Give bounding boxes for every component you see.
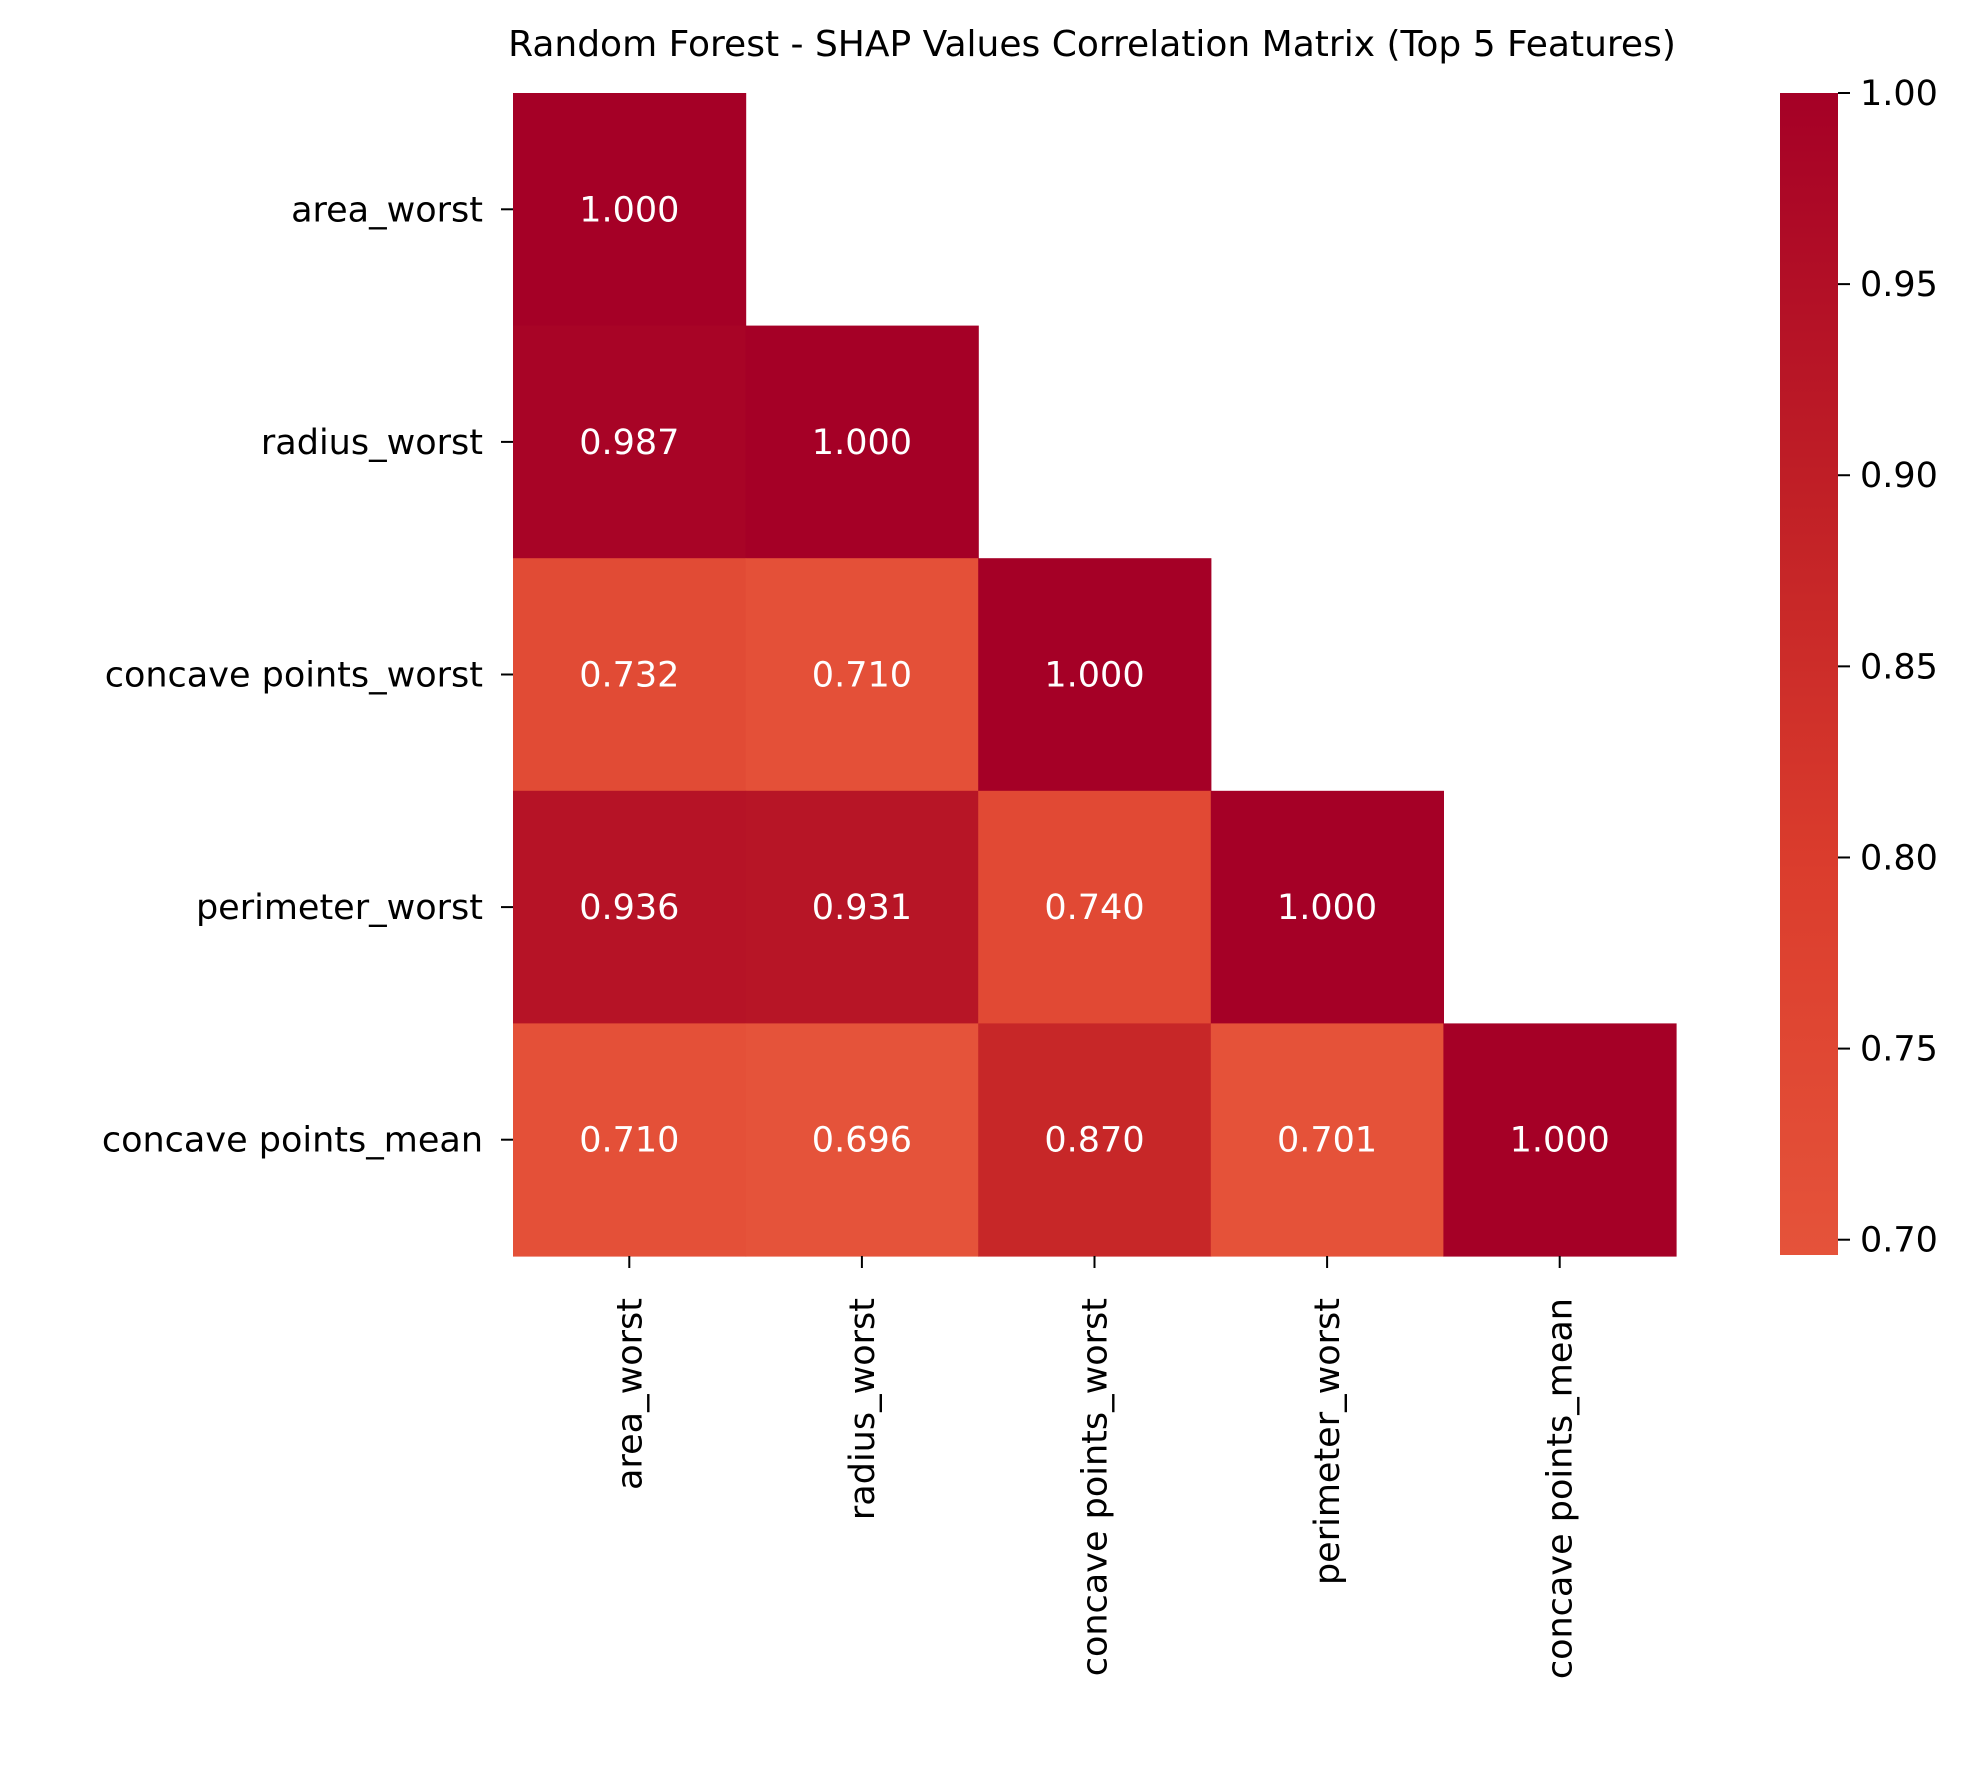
heatmap-cell-label-r0-c0: 1.000 — [579, 190, 679, 230]
heatmap-cell-label-r3-c0: 0.936 — [579, 888, 679, 928]
colorbar-tick-label-3: 0.85 — [1860, 647, 1938, 687]
heatmap-cell-r3-c3 — [1210, 790, 1444, 1024]
colorbar-tick-label-2: 0.80 — [1860, 838, 1938, 878]
y-axis-tick-label-3: perimeter_worst — [196, 888, 483, 928]
y-axis-tick-label-1: radius_worst — [261, 423, 483, 463]
colorbar-tick-label-1: 0.75 — [1860, 1030, 1938, 1070]
x-axis-tick-label-0: area_worst — [610, 1298, 650, 1490]
x-axis-tick-label-4: concave points_mean — [1541, 1298, 1581, 1679]
heatmap-cell-r3-c1 — [745, 790, 979, 1024]
heatmap-cell-label-r4-c3: 0.701 — [1277, 1121, 1377, 1161]
heatmap-cell-r2-c1 — [745, 558, 979, 792]
x-axis-tick-label-3: perimeter_worst — [1308, 1298, 1348, 1585]
colorbar: 0.70 0.75 0.80 0.85 0.90 0.95 1.00 — [1780, 74, 1938, 1261]
colorbar-tick-label-4: 0.90 — [1860, 456, 1938, 496]
heatmap-cell-label-r3-c2: 0.740 — [1044, 888, 1144, 928]
x-axis-tick-label-2: concave points_worst — [1076, 1298, 1116, 1676]
heatmap-cell-label-r4-c2: 0.870 — [1044, 1121, 1144, 1161]
heatmap-cell-r1-c0 — [513, 325, 747, 559]
chart-title: Random Forest - SHAP Values Correlation … — [508, 24, 1676, 65]
heatmap-cell-r2-c0 — [513, 558, 747, 792]
heatmap-cell-r4-c2 — [978, 1023, 1212, 1257]
heatmap-cell-label-r2-c2: 1.000 — [1044, 656, 1144, 696]
heatmap-cell-r4-c1 — [745, 1023, 979, 1257]
heatmap-cell-label-r2-c1: 0.710 — [812, 656, 912, 696]
heatmap-cell-r0-c0 — [513, 93, 747, 327]
heatmap-cells: 1.000 0.987 1.000 0.732 0.710 1.000 0.936 0.931… — [513, 93, 1677, 1257]
heatmap-cell-label-r1-c1: 1.000 — [812, 423, 912, 463]
heatmap-cell-label-r3-c1: 0.931 — [812, 888, 912, 928]
heatmap-cell-label-r4-c0: 0.710 — [579, 1121, 679, 1161]
heatmap-cell-label-r4-c4: 1.000 — [1510, 1121, 1610, 1161]
y-axis-tick-label-2: concave points_worst — [105, 656, 483, 696]
y-axis-tick-label-4: concave points_mean — [102, 1121, 483, 1161]
colorbar-tick-label-5: 0.95 — [1860, 265, 1938, 305]
heatmap-cell-label-r2-c0: 0.732 — [579, 656, 679, 696]
heatmap-cell-r3-c2 — [978, 790, 1212, 1024]
colorbar-tick-label-6: 1.00 — [1860, 74, 1938, 114]
heatmap-cell-label-r4-c1: 0.696 — [812, 1121, 912, 1161]
heatmap-cell-r2-c2 — [978, 558, 1212, 792]
x-axis-tick-label-1: radius_worst — [843, 1298, 883, 1520]
heatmap-cell-r1-c1 — [745, 325, 979, 559]
x-axis-tick-labels: area_worst radius_worst concave points_wor… — [610, 1256, 1581, 1679]
colorbar-gradient — [1780, 93, 1838, 1255]
heatmap-cell-label-r3-c3: 1.000 — [1277, 888, 1377, 928]
y-axis-tick-label-0: area_worst — [291, 190, 483, 230]
heatmap-cell-r4-c0 — [513, 1023, 747, 1257]
heatmap-cell-r3-c0 — [513, 790, 747, 1024]
colorbar-ticks: 0.70 0.75 0.80 0.85 0.90 0.95 1.00 — [1838, 74, 1938, 1261]
heatmap-cell-label-r1-c0: 0.987 — [579, 423, 679, 463]
colorbar-tick-label-0: 0.70 — [1860, 1221, 1938, 1261]
heatmap-cell-r4-c3 — [1210, 1023, 1444, 1257]
heatmap-cell-r4-c4 — [1443, 1023, 1677, 1257]
